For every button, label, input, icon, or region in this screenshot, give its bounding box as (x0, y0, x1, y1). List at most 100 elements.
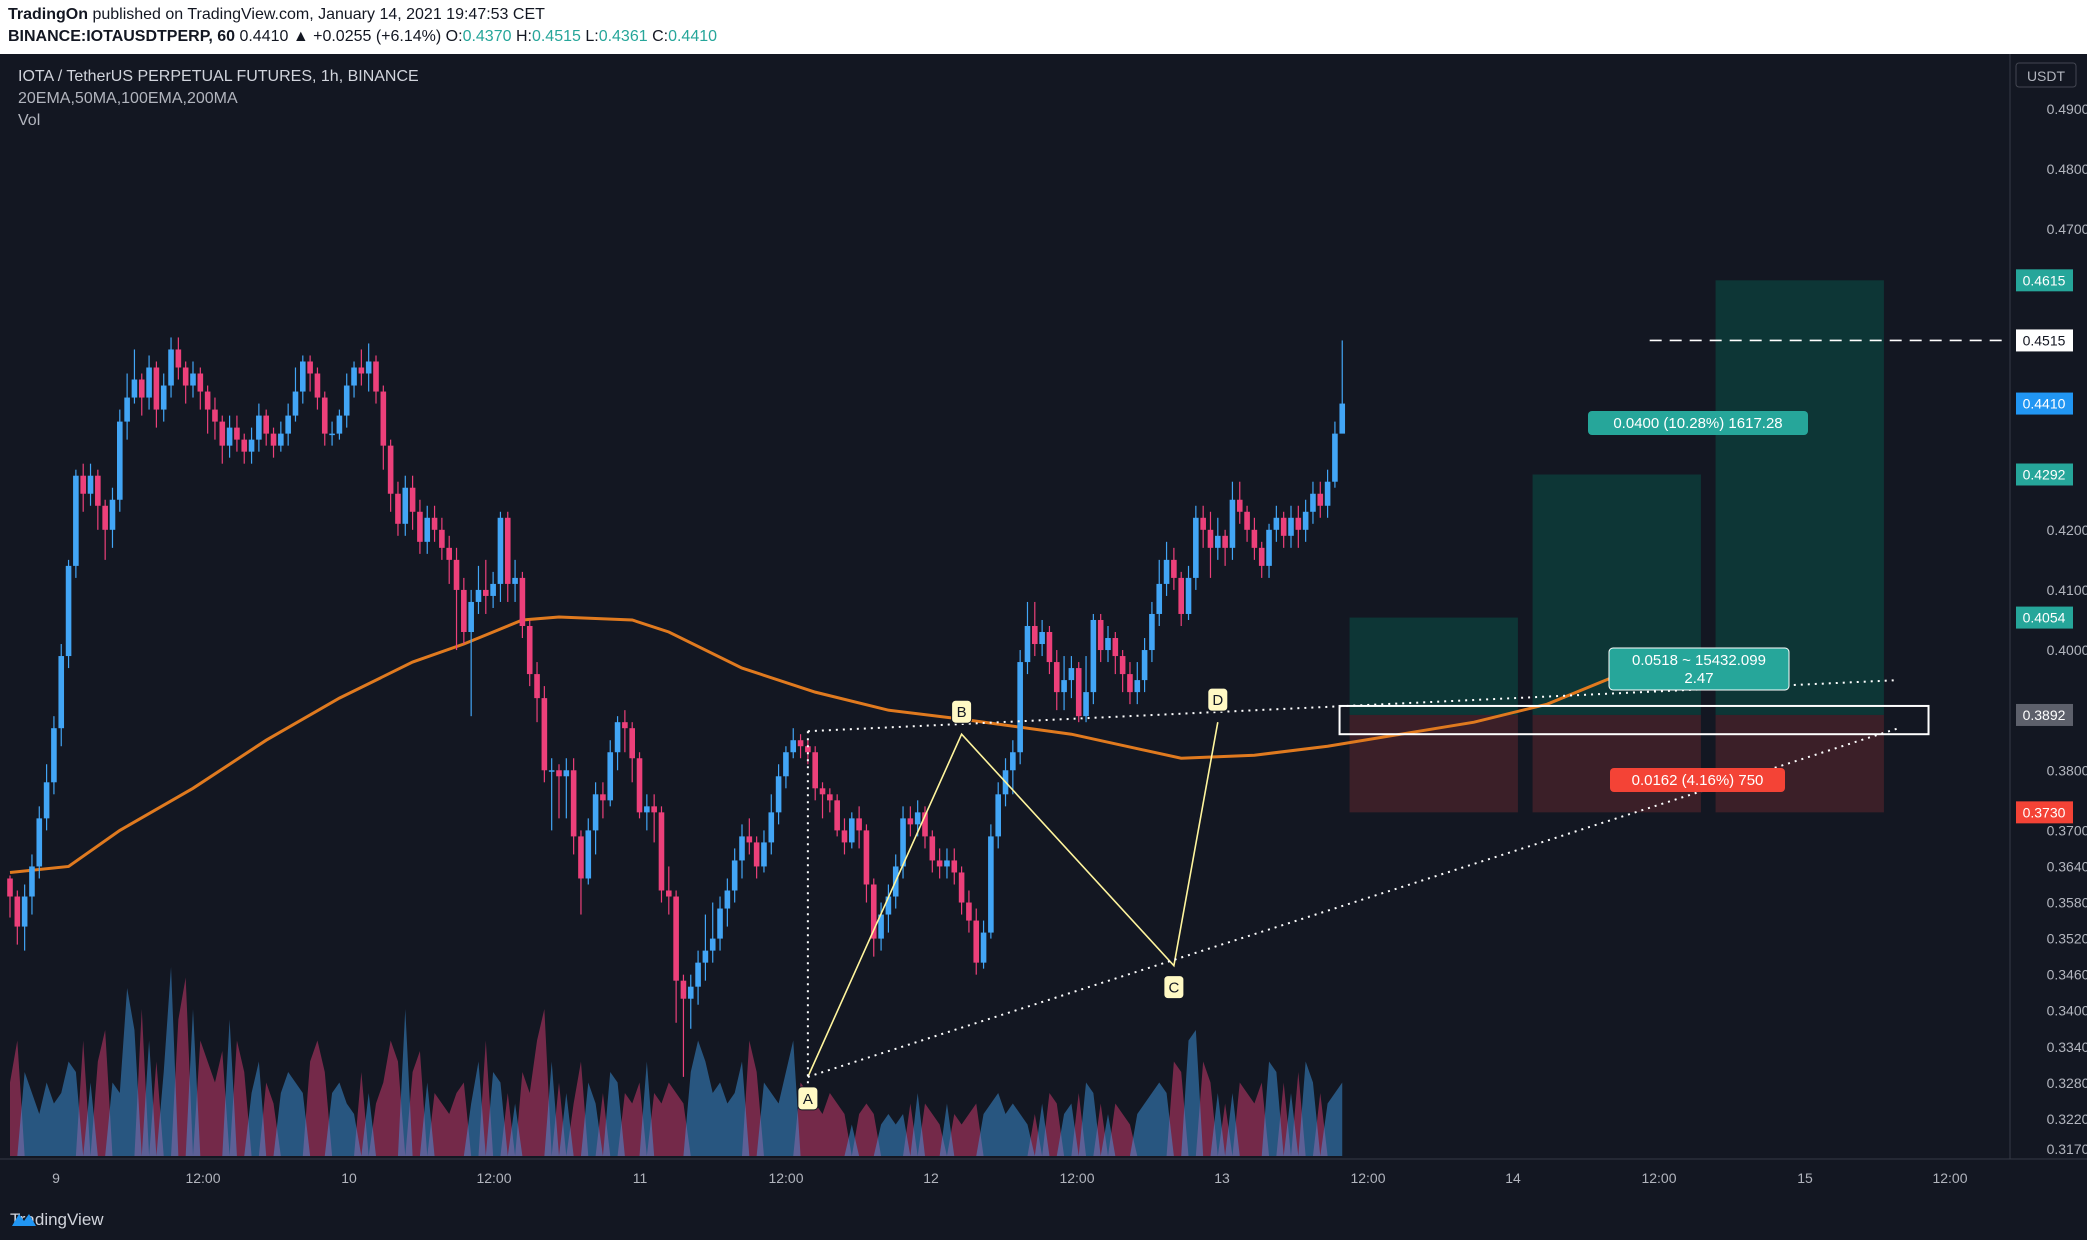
candle (885, 884, 892, 933)
candle-body (241, 439, 248, 452)
candle-body (644, 806, 650, 813)
time-tick: 13 (1214, 1170, 1230, 1186)
publish-text: published on TradingView.com, January 14… (92, 6, 545, 23)
candle (739, 824, 745, 879)
candle-body (592, 794, 599, 831)
candle-body (673, 896, 679, 981)
trendline-layer (806, 339, 2008, 1087)
candle (1295, 505, 1302, 548)
target-zone-0[interactable] (1349, 617, 1518, 715)
axes: USDT 0.4900 0.4800 0.4700 0.4000 0.4200 0.410… (0, 54, 2087, 1186)
moving-average-layer (9, 615, 1621, 874)
candle (168, 337, 174, 398)
price-tag-box (2016, 801, 2073, 824)
candle-body (336, 415, 343, 434)
price-tag[interactable]: 0.3730 (2016, 801, 2073, 824)
candle (629, 722, 635, 783)
candle (600, 782, 606, 819)
candle-body (431, 517, 438, 530)
high-value: 0.4515 (531, 28, 581, 45)
candle (278, 421, 284, 452)
tradingview-logo[interactable]: TradingView (10, 1210, 104, 1230)
price-chart[interactable]: A B C D 0.0400 (10.28%) 1617.28 0.0518 ~ 1543… (0, 54, 2087, 1240)
price-tag[interactable]: 0.3892 (2016, 703, 2073, 726)
candle (446, 535, 452, 584)
target-label[interactable]: 0.0400 (10.28%) 1617.28 (1588, 411, 1808, 435)
tradingview-logo-icon (12, 1214, 36, 1226)
price-tag[interactable]: 0.4054 (2016, 606, 2073, 629)
candle-body (1222, 535, 1228, 548)
time-tick: 12:00 (1641, 1170, 1676, 1186)
candle-body (1324, 481, 1331, 506)
candle (783, 746, 789, 789)
price-tick: 0.4900 (2047, 101, 2087, 117)
candle-body (856, 818, 862, 831)
candle (958, 866, 965, 915)
candle (321, 391, 328, 446)
candle-body (827, 794, 833, 801)
candle-body (1097, 619, 1104, 651)
candle-body (58, 656, 65, 729)
candle-body (483, 589, 489, 596)
candle (153, 361, 160, 428)
candle-body (775, 776, 782, 813)
candle (1127, 662, 1133, 705)
open-value: 0.4370 (462, 28, 512, 45)
target-zone-2[interactable] (1715, 280, 1884, 715)
candle (468, 589, 474, 717)
candle (775, 764, 782, 825)
stop-label[interactable]: 0.0162 (4.16%) 750 (1610, 768, 1785, 792)
candle (1178, 571, 1184, 626)
legend-indicators[interactable]: 20EMA,50MA,100EMA,200MA (18, 90, 238, 107)
stop-zone-2[interactable] (1715, 714, 1884, 813)
legend: IOTA / TetherUS PERPETUAL FUTURES, 1h, B… (18, 68, 419, 129)
publisher-name[interactable]: TradingOn (8, 6, 88, 23)
pattern-point-d[interactable]: D (1207, 687, 1229, 712)
candle (1119, 650, 1126, 693)
pattern-point-b[interactable]: B (951, 699, 973, 724)
candle (212, 397, 218, 440)
candle-body (314, 373, 321, 398)
entry-rectangle[interactable] (1338, 704, 1930, 736)
candle (687, 974, 694, 1029)
pattern-point-c[interactable]: C (1163, 975, 1185, 1000)
candle-body (468, 601, 474, 633)
candle-body (1317, 493, 1324, 506)
price-tag[interactable]: 0.4515 (2016, 329, 2073, 352)
candle (1083, 656, 1089, 723)
moving-average-line[interactable] (9, 615, 1621, 874)
legend-title: IOTA / TetherUS PERPETUAL FUTURES, 1h, B… (18, 68, 419, 85)
high-label: H: (515, 28, 532, 45)
stop-zone-0[interactable] (1349, 714, 1518, 813)
candle-body (709, 938, 716, 951)
candle (1266, 523, 1272, 578)
price-tag-box (2016, 463, 2073, 486)
price-change: 0.4410 ▲ +0.0255 (+6.14%) (239, 28, 442, 45)
candle (270, 427, 277, 458)
price-tag[interactable]: 0.4292 (2016, 463, 2073, 486)
candle-body (80, 475, 86, 494)
price-tag[interactable]: 0.4615 (2016, 269, 2073, 292)
candle-body (197, 373, 204, 392)
pattern-point-a[interactable]: A (797, 1086, 819, 1111)
candle (263, 409, 269, 446)
candle-body (95, 475, 101, 506)
time-tick: 12:00 (476, 1170, 511, 1186)
stop-label-text: 0.0162 (4.16%) 750 (1632, 772, 1764, 789)
chart-area[interactable]: A B C D 0.0400 (10.28%) 1617.28 0.0518 ~ 1543… (0, 54, 2087, 1240)
candle-body (944, 860, 950, 867)
stop-zone-1[interactable] (1532, 714, 1701, 813)
candle (1134, 662, 1141, 705)
price-tag[interactable]: 0.4410 (2016, 392, 2073, 415)
candle-body (109, 499, 116, 530)
candle-body (1229, 499, 1236, 548)
lower-trendline[interactable] (807, 727, 1899, 1078)
legend-volume[interactable]: Vol (18, 112, 40, 129)
time-tick: 15 (1797, 1170, 1813, 1186)
candle (365, 343, 372, 392)
candle-body (1185, 577, 1192, 614)
candle-body (885, 896, 892, 915)
abcd-pattern-line[interactable] (807, 722, 1219, 1078)
currency-box[interactable] (2015, 62, 2077, 88)
